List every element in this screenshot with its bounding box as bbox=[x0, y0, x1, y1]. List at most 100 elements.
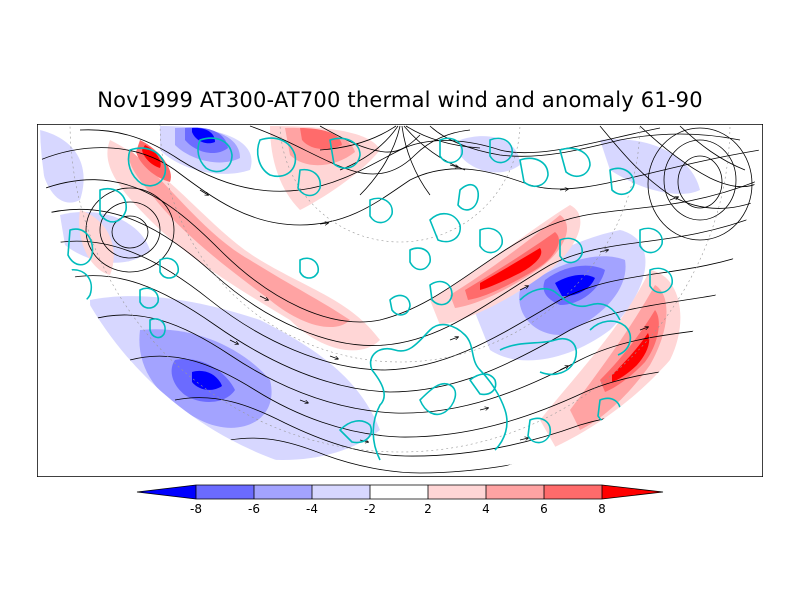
colorbar-segment bbox=[602, 485, 663, 499]
streamline bbox=[319, 125, 421, 153]
arrow bbox=[259, 295, 268, 300]
colorbar-label: 2 bbox=[424, 502, 432, 516]
anomaly-region bbox=[600, 139, 700, 194]
arrow bbox=[329, 355, 338, 359]
anomaly-region bbox=[300, 128, 342, 150]
coastline bbox=[197, 137, 233, 173]
colorbar-label: 6 bbox=[540, 502, 548, 516]
streamline-gyre bbox=[85, 187, 175, 273]
coastline bbox=[159, 257, 180, 279]
arrow bbox=[449, 337, 458, 341]
anomaly-region bbox=[129, 150, 350, 328]
arrow bbox=[319, 223, 328, 224]
streamline bbox=[40, 179, 760, 323]
streamline bbox=[339, 125, 399, 171]
coastline bbox=[489, 137, 513, 164]
coastline bbox=[499, 338, 577, 376]
colorbar-label: -4 bbox=[306, 502, 318, 516]
coastline bbox=[299, 257, 320, 279]
streamline bbox=[79, 127, 661, 192]
anomaly-region bbox=[600, 310, 659, 392]
latitude-circle bbox=[159, 124, 641, 363]
coastline bbox=[149, 318, 166, 339]
coastline bbox=[419, 382, 457, 416]
arrow bbox=[479, 408, 488, 410]
anomaly-region bbox=[192, 127, 215, 144]
coastline bbox=[649, 267, 673, 294]
coastline bbox=[409, 247, 431, 271]
coastline bbox=[559, 147, 591, 177]
coastline bbox=[439, 137, 463, 164]
coastline bbox=[589, 320, 632, 356]
arrow bbox=[669, 197, 678, 201]
coastlines bbox=[67, 137, 673, 461]
coastline bbox=[479, 227, 503, 254]
coastline bbox=[256, 137, 297, 177]
streamline-gyre bbox=[663, 139, 737, 221]
colorbar-segment bbox=[428, 485, 486, 499]
streamline-gyre bbox=[677, 155, 723, 209]
coastline bbox=[369, 197, 393, 224]
colorbar-segment bbox=[486, 485, 544, 499]
streamline bbox=[40, 208, 760, 346]
thermal-wind-streamlines bbox=[40, 125, 760, 474]
streamline-gyre bbox=[99, 201, 161, 259]
streamline-gyre bbox=[111, 215, 149, 249]
streamline bbox=[401, 125, 431, 196]
streamline bbox=[639, 125, 760, 188]
colorbar-segment bbox=[196, 485, 254, 499]
coastline bbox=[469, 373, 497, 396]
streamline bbox=[599, 125, 760, 209]
streamline bbox=[405, 125, 481, 149]
colorbar-labels: -8 -6 -4 -2 2 4 6 8 bbox=[190, 502, 606, 516]
coastline bbox=[429, 212, 461, 243]
arrow bbox=[599, 250, 608, 252]
arrow bbox=[449, 165, 458, 167]
coastline bbox=[99, 188, 127, 223]
colorbar-label: 8 bbox=[598, 502, 606, 516]
arrow bbox=[639, 327, 648, 331]
colorbar-segment bbox=[544, 485, 602, 499]
anomaly-region bbox=[480, 248, 542, 290]
arrow bbox=[559, 189, 568, 190]
anomaly-region bbox=[570, 285, 667, 430]
streamline bbox=[319, 125, 397, 151]
anomaly-region bbox=[40, 130, 84, 203]
arrow bbox=[299, 399, 308, 403]
coastline bbox=[339, 420, 372, 444]
anomaly-region bbox=[142, 145, 161, 168]
colorbar-segment bbox=[254, 485, 312, 499]
coastline bbox=[457, 183, 480, 211]
colorbar-segment bbox=[137, 485, 196, 499]
streamline bbox=[44, 240, 760, 371]
coastline bbox=[329, 137, 361, 169]
coastline bbox=[519, 288, 621, 321]
anomaly-region bbox=[612, 333, 650, 382]
streamline bbox=[359, 125, 401, 196]
colorbar-label: -2 bbox=[364, 502, 376, 516]
colorbar-segment bbox=[312, 485, 370, 499]
streamline bbox=[89, 314, 760, 414]
coastline bbox=[519, 157, 549, 187]
streamline bbox=[679, 125, 746, 171]
arrow bbox=[229, 339, 238, 344]
coastline bbox=[639, 227, 663, 254]
colorbar-label: 4 bbox=[482, 502, 490, 516]
coastline bbox=[127, 147, 167, 187]
coastline bbox=[559, 237, 583, 264]
coastline bbox=[527, 417, 552, 444]
colorbar-dividers bbox=[195, 485, 603, 499]
anomaly-region bbox=[555, 274, 595, 297]
streamline bbox=[59, 275, 760, 393]
anomaly-region bbox=[192, 370, 222, 390]
arrow bbox=[559, 366, 568, 371]
streamline-arrows bbox=[199, 165, 678, 442]
streamline bbox=[129, 355, 741, 438]
colorbar: -8 -6 -4 -2 2 4 6 8 bbox=[136, 484, 664, 516]
coastline bbox=[429, 280, 453, 306]
streamline bbox=[40, 147, 760, 226]
arrow bbox=[519, 438, 528, 440]
streamline-gyre bbox=[647, 127, 753, 241]
colorbar-segment bbox=[370, 485, 428, 499]
colorbar-label: -8 bbox=[190, 502, 202, 516]
